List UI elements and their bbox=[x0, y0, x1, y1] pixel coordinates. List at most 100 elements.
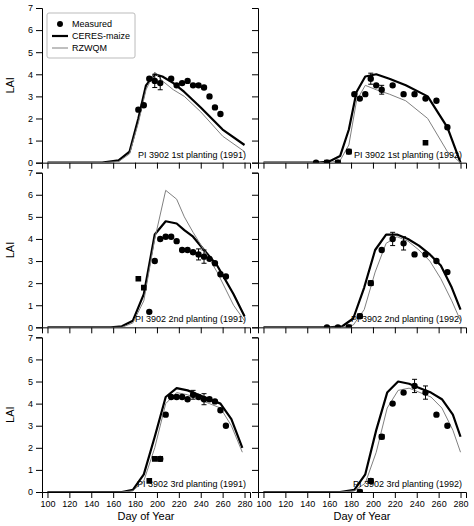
y-tick-label: 1 bbox=[28, 136, 33, 146]
y-tick: 3 bbox=[28, 256, 42, 266]
y-tick: 1 bbox=[28, 301, 42, 311]
circle-point bbox=[389, 400, 395, 406]
legend-item: RZWQM bbox=[52, 43, 107, 53]
x-axis-title: Day of Year bbox=[334, 510, 391, 522]
y-tick: 5 bbox=[28, 212, 42, 222]
error-bar-cap bbox=[202, 393, 207, 394]
circle-point bbox=[379, 247, 385, 253]
x-axis bbox=[259, 327, 467, 333]
x-tick bbox=[245, 327, 246, 333]
line bbox=[47, 190, 244, 327]
x-tick-mark bbox=[263, 163, 264, 169]
y-tick: 2 bbox=[28, 114, 42, 124]
y-tick: 7 bbox=[28, 3, 42, 13]
x-tick-mark bbox=[157, 327, 158, 333]
x-tick: 140 bbox=[84, 492, 99, 509]
circle-point bbox=[373, 82, 379, 88]
x-tick-mark bbox=[329, 163, 330, 169]
circle-point bbox=[179, 80, 185, 86]
x-tick-label: 260 bbox=[432, 499, 447, 509]
legend-box bbox=[47, 13, 135, 58]
y-tick-mark bbox=[36, 195, 42, 196]
x-tick bbox=[223, 163, 224, 169]
y-tick-mark bbox=[36, 359, 42, 360]
y-tick: 3 bbox=[28, 92, 42, 102]
x-tick: 180 bbox=[344, 492, 359, 509]
x-tick-mark bbox=[285, 327, 286, 333]
y-tick-mark bbox=[252, 261, 258, 262]
y-tick-mark bbox=[252, 30, 258, 31]
x-tick bbox=[417, 327, 418, 333]
legend-symbol bbox=[52, 35, 68, 37]
error-bar-cap bbox=[390, 245, 395, 246]
x-tick-mark bbox=[395, 163, 396, 169]
y-tick bbox=[252, 261, 258, 262]
y-axis bbox=[252, 9, 259, 164]
x-tick bbox=[329, 327, 330, 333]
y-tick-mark bbox=[252, 470, 258, 471]
line bbox=[47, 393, 242, 492]
x-tick-mark bbox=[351, 163, 352, 169]
x-tick bbox=[135, 163, 136, 169]
x-tick-mark bbox=[201, 492, 202, 498]
x-tick-mark bbox=[179, 492, 180, 498]
y-tick-label: 5 bbox=[28, 377, 33, 387]
error-bar bbox=[379, 85, 384, 94]
x-tick-mark bbox=[373, 163, 374, 169]
x-tick-mark bbox=[439, 492, 440, 498]
y-tick: 5 bbox=[28, 48, 42, 58]
x-tick-mark bbox=[307, 163, 308, 169]
y-tick bbox=[252, 141, 258, 142]
circle-point bbox=[212, 104, 218, 110]
circle-point bbox=[379, 434, 385, 440]
error-bar-cap bbox=[196, 248, 201, 249]
legend-label: RZWQM bbox=[72, 43, 107, 53]
x-tick-label: 220 bbox=[172, 499, 187, 509]
circle-point bbox=[357, 95, 363, 101]
y-tick-label: 7 bbox=[28, 333, 33, 343]
x-tick-label: 200 bbox=[150, 499, 165, 509]
error-bar-stem bbox=[381, 85, 382, 94]
error-bar-stem bbox=[425, 386, 426, 399]
x-tick bbox=[179, 327, 180, 333]
y-tick bbox=[252, 8, 258, 9]
y-tick-mark bbox=[252, 426, 258, 427]
x-tick-mark bbox=[245, 492, 246, 498]
y-tick-mark bbox=[36, 217, 42, 218]
circle-point bbox=[184, 247, 190, 253]
error-bar-cap bbox=[379, 94, 384, 95]
x-tick-mark bbox=[351, 327, 352, 333]
y-tick-label: 7 bbox=[28, 168, 33, 178]
x-tick bbox=[245, 163, 246, 169]
y-tick-mark bbox=[252, 52, 258, 53]
x-axis-line bbox=[43, 163, 251, 169]
x-tick-mark bbox=[395, 492, 396, 498]
y-tick bbox=[252, 163, 258, 164]
square-point bbox=[141, 285, 147, 291]
x-tick bbox=[439, 163, 440, 169]
x-tick bbox=[373, 163, 374, 169]
y-tick-mark bbox=[252, 74, 258, 75]
y-tick-label: 0 bbox=[28, 158, 33, 168]
circle-point bbox=[422, 95, 428, 101]
error-bar-stem bbox=[204, 394, 205, 405]
y-tick-mark bbox=[36, 8, 42, 9]
x-tick-label: 120 bbox=[278, 499, 293, 509]
legend-symbol bbox=[52, 48, 68, 49]
x-tick-mark bbox=[461, 163, 462, 169]
square-point bbox=[423, 140, 429, 146]
error-bar-cap bbox=[412, 379, 417, 380]
y-tick: 6 bbox=[28, 355, 42, 365]
x-tick bbox=[47, 163, 48, 169]
circle-point bbox=[444, 423, 450, 429]
legend-item: CERES-maize bbox=[52, 31, 130, 41]
x-tick bbox=[285, 163, 286, 169]
x-tick bbox=[373, 327, 374, 333]
y-tick-mark bbox=[36, 239, 42, 240]
x-tick bbox=[157, 327, 158, 333]
error-bar-cap bbox=[423, 385, 428, 386]
circle-point bbox=[135, 106, 141, 112]
error-bar-cap bbox=[379, 85, 384, 86]
panel-label: PI 3902 1st planting (1991) bbox=[138, 150, 246, 160]
y-tick bbox=[252, 118, 258, 119]
